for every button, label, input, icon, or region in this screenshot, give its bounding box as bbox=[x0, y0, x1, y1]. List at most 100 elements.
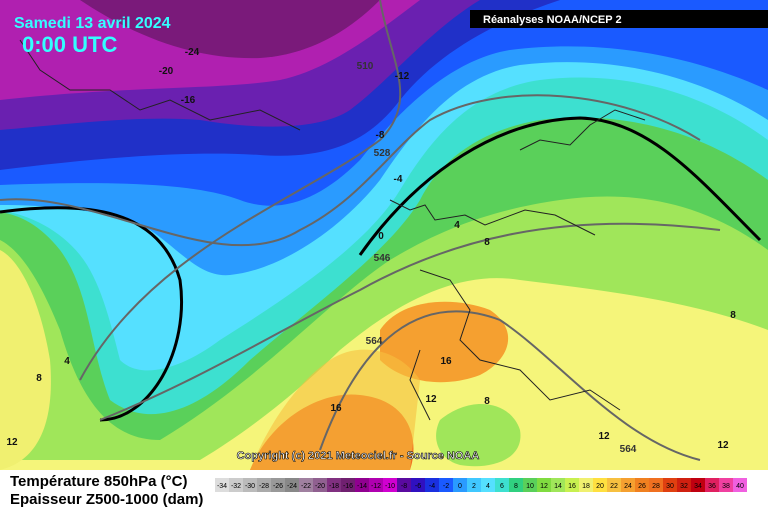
scale-label: -6 bbox=[415, 483, 421, 490]
scale-cell bbox=[355, 478, 369, 492]
thickness-label: 528 bbox=[374, 148, 391, 159]
source-label: Réanalyses NOAA/NCEP 2 bbox=[483, 14, 622, 26]
scale-label: -10 bbox=[385, 483, 395, 490]
scale-cell bbox=[523, 478, 537, 492]
thickness-label: 546 bbox=[374, 253, 391, 264]
scale-cell bbox=[229, 478, 243, 492]
scale-cell bbox=[607, 478, 621, 492]
contour-label: -12 bbox=[395, 71, 410, 82]
contour-label: 8 bbox=[36, 373, 42, 384]
scale-label: 26 bbox=[638, 483, 646, 490]
scale-label: -16 bbox=[343, 483, 353, 490]
scale-cell bbox=[383, 478, 397, 492]
color-scale: -34 -32 -30 -28 -26 -24 -22 -20 -18 -16 -14 -12 -10-… bbox=[215, 478, 747, 492]
contour-label: 12 bbox=[6, 437, 18, 448]
contour-label: 8 bbox=[484, 396, 490, 407]
scale-cell bbox=[733, 478, 747, 492]
thickness-label: 564 bbox=[366, 336, 383, 347]
coastline bbox=[19, 39, 301, 131]
scale-cell bbox=[411, 478, 425, 492]
scale-cell bbox=[635, 478, 649, 492]
scale-cell bbox=[341, 478, 355, 492]
scale-cell bbox=[439, 478, 453, 492]
scale-label: 18 bbox=[582, 483, 590, 490]
scale-cell bbox=[677, 478, 691, 492]
scale-label: -14 bbox=[357, 483, 367, 490]
scale-cell bbox=[327, 478, 341, 492]
scale-label: -12 bbox=[371, 483, 381, 490]
thickness-contour-bold bbox=[358, 116, 762, 256]
temp-zone-lightorange bbox=[250, 349, 420, 470]
scale-cell bbox=[481, 478, 495, 492]
scale-label: -22 bbox=[301, 483, 311, 490]
scale-cell bbox=[425, 478, 439, 492]
scale-label: 38 bbox=[722, 483, 730, 490]
scale-label: 30 bbox=[666, 483, 674, 490]
copyright: Copyright (c) 2021 Meteociel.fr - Source… bbox=[237, 450, 480, 462]
scale-cell bbox=[243, 478, 257, 492]
contour-label: -20 bbox=[159, 66, 174, 77]
scale-label: 32 bbox=[680, 483, 688, 490]
contour-label: -8 bbox=[376, 130, 385, 141]
thickness-contour bbox=[0, 94, 701, 247]
temp-zone-core bbox=[80, 0, 380, 59]
scale-cell bbox=[453, 478, 467, 492]
thickness-contour bbox=[319, 310, 701, 461]
scale-label: 22 bbox=[610, 483, 618, 490]
scale-cell bbox=[495, 478, 509, 492]
scale-label: 0 bbox=[458, 483, 462, 490]
scale-label: 10 bbox=[526, 483, 534, 490]
scale-label: -30 bbox=[245, 483, 255, 490]
scale-cell bbox=[257, 478, 271, 492]
thickness-label: 564 bbox=[620, 444, 637, 455]
scale-cell bbox=[705, 478, 719, 492]
contour-label: 16 bbox=[440, 356, 452, 367]
scale-label: -26 bbox=[273, 483, 283, 490]
contour-label: -16 bbox=[181, 95, 196, 106]
thickness-label: 510 bbox=[357, 61, 374, 72]
scale-label: 16 bbox=[568, 483, 576, 490]
scale-cell bbox=[313, 478, 327, 492]
scale-cell bbox=[719, 478, 733, 492]
scale-cell bbox=[215, 478, 229, 492]
contour-label: 12 bbox=[425, 394, 437, 405]
scale-label: 14 bbox=[554, 483, 562, 490]
temp-zone-cool-pocket bbox=[436, 403, 521, 467]
scale-cell bbox=[271, 478, 285, 492]
scale-label: 6 bbox=[500, 483, 504, 490]
scale-label: -20 bbox=[315, 483, 325, 490]
scale-cell bbox=[649, 478, 663, 492]
source-box bbox=[470, 10, 768, 28]
date-label: Samedi 13 avril 2024 bbox=[14, 15, 171, 32]
scale-label: -28 bbox=[259, 483, 269, 490]
scale-cell bbox=[509, 478, 523, 492]
scale-label: 34 bbox=[694, 483, 702, 490]
legend-title: Température 850hPa (°C) bbox=[10, 473, 187, 490]
thickness-contour bbox=[99, 222, 721, 421]
contour-label: 8 bbox=[730, 310, 736, 321]
scale-label: -8 bbox=[401, 483, 407, 490]
scale-cell bbox=[663, 478, 677, 492]
time-label: 0:00 UTC bbox=[22, 32, 117, 57]
scale-cell bbox=[551, 478, 565, 492]
scale-cell bbox=[299, 478, 313, 492]
contour-label: 8 bbox=[484, 237, 490, 248]
contour-label: -24 bbox=[185, 47, 200, 58]
scale-cell bbox=[593, 478, 607, 492]
scale-label: -32 bbox=[231, 483, 241, 490]
scale-label: -2 bbox=[443, 483, 449, 490]
contour-label: 4 bbox=[64, 356, 70, 367]
scale-cell bbox=[467, 478, 481, 492]
contour-label: 0 bbox=[378, 231, 384, 242]
scale-cell bbox=[579, 478, 593, 492]
contour-label: 12 bbox=[598, 431, 610, 442]
scale-label: 28 bbox=[652, 483, 660, 490]
scale-label: 4 bbox=[486, 483, 490, 490]
contour-label: 16 bbox=[330, 403, 342, 414]
scale-cell bbox=[369, 478, 383, 492]
thickness-contour bbox=[79, 0, 402, 381]
scale-cell bbox=[621, 478, 635, 492]
scale-label: 40 bbox=[736, 483, 744, 490]
scale-label: -34 bbox=[217, 483, 227, 490]
temp-zone-west bbox=[0, 250, 51, 470]
